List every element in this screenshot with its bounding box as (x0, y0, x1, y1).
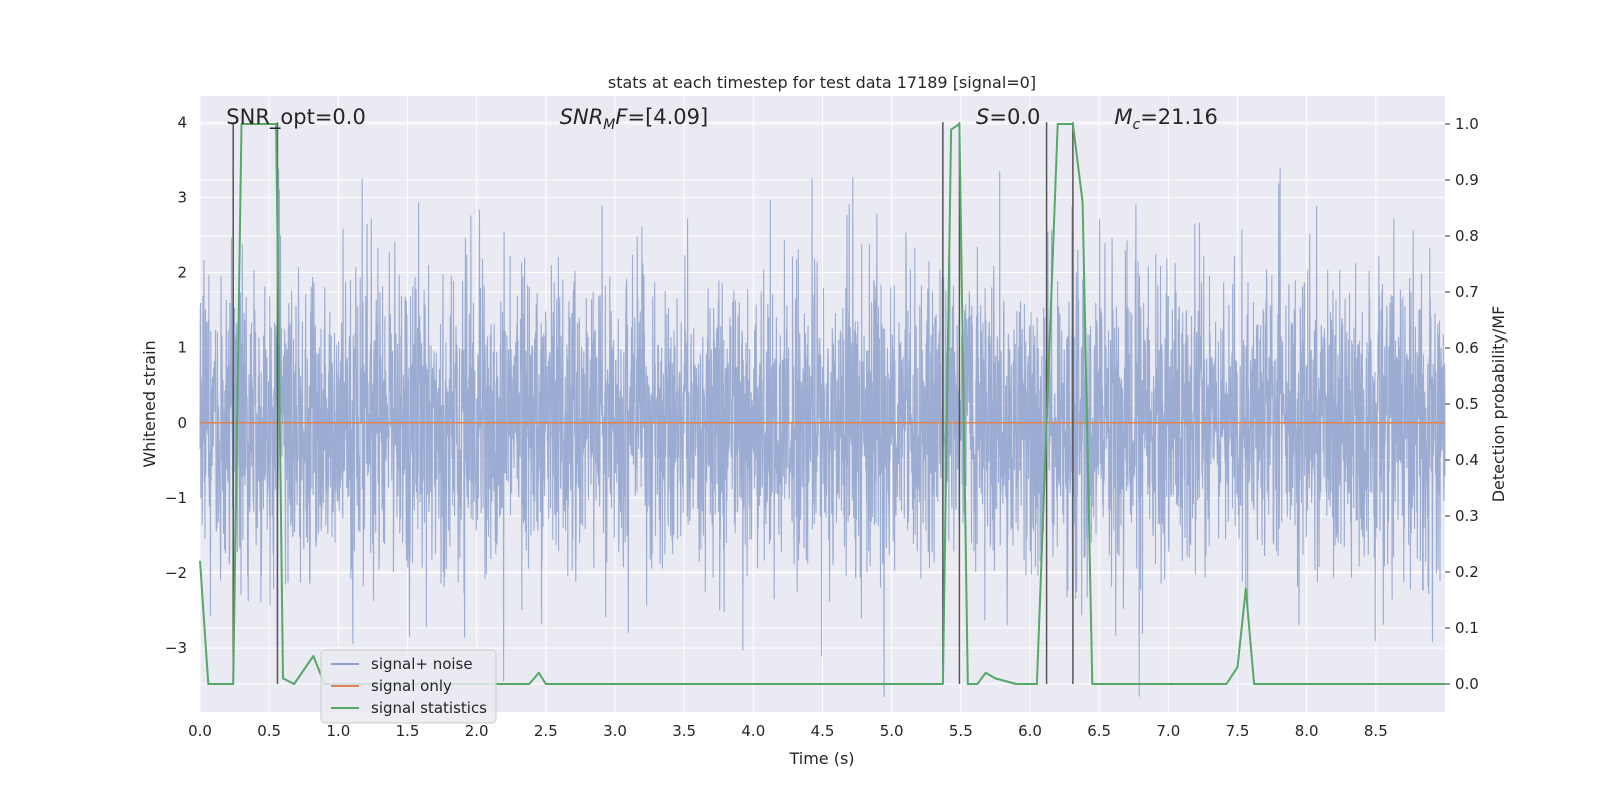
signal-statistics-line (199, 123, 1445, 685)
x-tick-label: 6.5 (1087, 722, 1111, 740)
series-signal-statistics (199, 123, 1445, 685)
x-tick-label: 2.0 (465, 722, 489, 740)
y-right-tick-label: 1.0 (1455, 115, 1479, 133)
y-right-tick-label: 0.6 (1455, 339, 1479, 357)
x-tick-label: 3.0 (603, 722, 627, 740)
annotation-s-stat: S=0.0 (976, 105, 1040, 129)
y-right-tick-label: 0.5 (1455, 395, 1479, 413)
noise-trace (199, 168, 1446, 698)
y-right-tick-label: 0.8 (1455, 227, 1479, 245)
y-tick-label: −3 (165, 639, 187, 657)
x-tick-label: 5.5 (949, 722, 973, 740)
x-tick-label: 2.5 (534, 722, 558, 740)
x-tick-label: 0.5 (257, 722, 281, 740)
x-tick-label: 7.0 (1156, 722, 1180, 740)
legend-label-signal-only: signal only (371, 677, 452, 695)
x-tick-label: 8.0 (1295, 722, 1319, 740)
y-tick-label: 1 (177, 339, 187, 357)
x-axis-label: Time (s) (788, 749, 854, 768)
y-tick-label: 3 (177, 188, 187, 206)
y-axis-label-right: Detection probability/MF (1489, 306, 1508, 503)
legend-box (320, 649, 497, 724)
y-right-tick-label: 0.4 (1455, 451, 1479, 469)
x-tick-label: 7.5 (1226, 722, 1250, 740)
y-tick-label: −2 (165, 564, 187, 582)
y-tick-label: −1 (165, 489, 187, 507)
tick-labels: 0.0 0.5 1.0 1.5 2.0 2.5 3.0 3.5 4.0 4.5 5.0 5.5 6.0 6… (165, 113, 1479, 740)
y-tick-label: 0 (177, 414, 187, 432)
legend: signal+ noise signal only signal statist… (320, 649, 497, 724)
x-tick-label: 6.0 (1018, 722, 1042, 740)
x-tick-label: 8.5 (1364, 722, 1388, 740)
y-tick-label: 2 (177, 264, 187, 282)
chart-title: stats at each timestep for test data 171… (608, 73, 1036, 92)
y-tick-label: 4 (177, 113, 187, 131)
x-tick-label: 1.0 (326, 722, 350, 740)
annotation-snr-mf: SNRMF=[4.09] (560, 105, 709, 133)
x-tick-label: 0.0 (188, 722, 212, 740)
y-right-tick-label: 0.0 (1455, 675, 1479, 693)
y-right-tick-label: 0.9 (1455, 171, 1479, 189)
x-tick-label: 3.5 (672, 722, 696, 740)
x-tick-label: 4.5 (811, 722, 835, 740)
annotation-snr-opt: SNR_opt=0.0 (226, 105, 366, 130)
y-right-tick-label: 0.7 (1455, 283, 1479, 301)
annotations: SNR_opt=0.0 SNRMF=[4.09] S=0.0 Mc=21.16 (226, 105, 1218, 133)
y-right-tick-label: 0.1 (1455, 619, 1479, 637)
x-tick-label: 4.0 (741, 722, 765, 740)
legend-label-signal-noise: signal+ noise (371, 655, 473, 673)
y-axis-label: Whitened strain (140, 340, 159, 467)
x-tick-label: 1.5 (396, 722, 420, 740)
x-tick-label: 5.0 (880, 722, 904, 740)
y-right-tick-label: 0.3 (1455, 507, 1479, 525)
annotation-chirp-mass: Mc=21.16 (1114, 105, 1218, 133)
legend-label-signal-statistics: signal statistics (371, 699, 487, 717)
y-right-tick-label: 0.2 (1455, 563, 1479, 581)
series-signal-noise (199, 168, 1446, 698)
